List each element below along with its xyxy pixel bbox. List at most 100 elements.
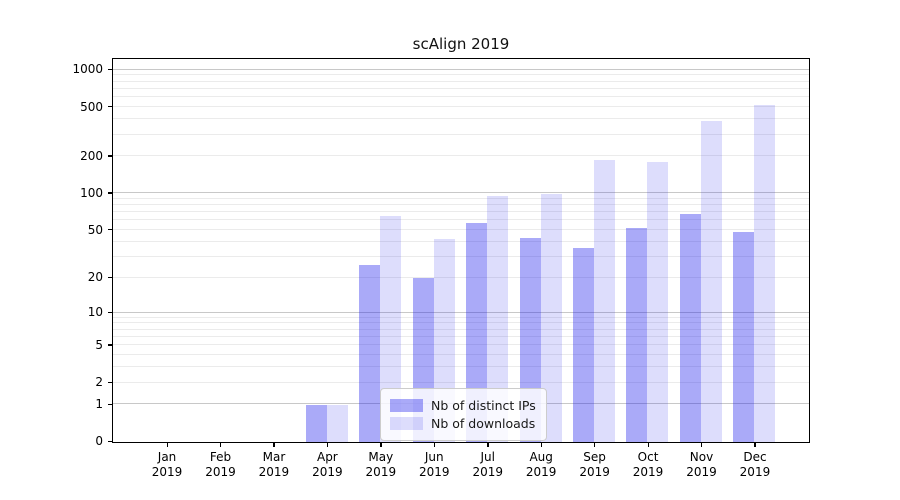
y-tick-mark — [107, 344, 112, 346]
x-tick-month: Jun — [424, 450, 444, 464]
x-tick-year: 2019 — [205, 465, 236, 479]
y-tick-label: 5 — [95, 337, 103, 352]
x-tick-month: Dec — [743, 450, 767, 464]
legend-swatch-downloads — [390, 417, 423, 430]
x-tick-label: Nov 2019 — [670, 450, 734, 480]
x-tick-label: Sep 2019 — [563, 450, 627, 480]
x-tick-month: Sep — [583, 450, 606, 464]
x-tick-year: 2019 — [258, 465, 290, 479]
x-tick-label: Oct 2019 — [616, 450, 680, 480]
minor-gridline — [113, 74, 809, 76]
plot-area: Nb of distinct IPs Nb of downloads — [112, 58, 810, 443]
y-tick-mark — [107, 155, 112, 157]
y-tick-label: 2 — [95, 375, 103, 390]
major-gridline — [113, 68, 809, 70]
minor-gridline — [113, 328, 809, 330]
minor-gridline — [113, 366, 809, 368]
x-tick-year: 2019 — [579, 465, 610, 479]
x-tick-month: Mar — [262, 450, 286, 464]
y-tick-mark — [107, 276, 112, 279]
bar-downloads — [540, 193, 562, 442]
y-tick-label: 100 — [80, 185, 103, 200]
x-tick-month: Apr — [316, 450, 338, 464]
legend-row: Nb of distinct IPs — [390, 398, 536, 413]
x-tick-mark — [273, 443, 275, 447]
minor-gridline — [113, 344, 809, 346]
x-tick-label: Aug 2019 — [509, 450, 573, 480]
x-tick-year: 2019 — [739, 465, 771, 479]
bar-distinct-ips — [626, 228, 648, 442]
x-tick-year: 2019 — [365, 465, 397, 479]
x-tick-mark — [540, 443, 542, 447]
bar-distinct-ips — [573, 247, 594, 442]
y-tick-label: 1 — [95, 397, 103, 412]
bar-downloads — [380, 215, 402, 442]
x-tick-month: Jul — [480, 450, 495, 464]
minor-gridline — [113, 255, 809, 257]
legend-row: Nb of downloads — [390, 416, 536, 431]
major-gridline — [113, 192, 809, 194]
minor-gridline — [113, 197, 809, 199]
bar-distinct-ips — [359, 264, 381, 442]
minor-gridline — [113, 322, 809, 324]
bar-downloads — [326, 404, 348, 442]
minor-gridline — [113, 204, 809, 206]
minor-gridline — [113, 106, 809, 108]
x-tick-mark — [166, 443, 168, 447]
bar-distinct-ips — [305, 404, 327, 442]
bar-distinct-ips — [679, 214, 701, 442]
x-tick-year: 2019 — [472, 465, 503, 479]
x-tick-mark — [487, 443, 489, 447]
y-tick-label: 0 — [95, 434, 103, 449]
x-tick-label: Jan 2019 — [135, 450, 199, 480]
x-tick-year: 2019 — [632, 465, 664, 479]
minor-gridline — [113, 133, 809, 135]
minor-gridline — [113, 316, 809, 318]
minor-gridline — [113, 155, 809, 157]
x-tick-month: Aug — [529, 450, 553, 464]
y-tick-mark — [107, 381, 112, 384]
x-tick-label: Dec 2019 — [723, 450, 787, 480]
x-tick-mark — [380, 443, 382, 447]
y-tick-mark — [107, 440, 112, 443]
x-tick-year: 2019 — [418, 465, 450, 479]
minor-gridline — [113, 276, 809, 278]
x-tick-label: Mar 2019 — [242, 450, 306, 480]
x-tick-label: Jul 2019 — [456, 450, 520, 480]
bar-downloads — [647, 162, 669, 442]
y-tick-mark — [107, 106, 112, 108]
y-tick-label: 200 — [80, 148, 103, 163]
x-tick-label: Jun 2019 — [402, 450, 466, 480]
x-tick-mark — [594, 443, 596, 447]
minor-gridline — [113, 96, 809, 98]
x-tick-mark — [433, 443, 436, 447]
x-tick-mark — [219, 443, 222, 447]
y-tick-label: 500 — [80, 99, 103, 114]
minor-gridline — [113, 229, 809, 231]
x-tick-mark — [647, 443, 649, 447]
y-tick-mark — [107, 68, 112, 71]
chart-title: scAlign 2019 — [412, 35, 510, 53]
minor-gridline — [113, 240, 809, 242]
bar-downloads — [487, 196, 509, 442]
x-tick-month: Oct — [637, 450, 659, 464]
y-tick-mark — [107, 192, 112, 194]
y-tick-mark — [107, 229, 112, 231]
major-gridline — [113, 311, 809, 313]
y-tick-label: 20 — [87, 270, 103, 285]
bar-distinct-ips — [733, 232, 755, 442]
y-tick-label: 10 — [87, 305, 103, 320]
x-tick-month: Feb — [209, 450, 232, 464]
bar-downloads — [754, 105, 776, 442]
minor-gridline — [113, 87, 809, 89]
legend: Nb of distinct IPs Nb of downloads — [380, 388, 547, 441]
x-tick-year: 2019 — [686, 465, 717, 479]
y-tick-label: 1000 — [72, 62, 103, 77]
x-tick-label: Apr 2019 — [295, 450, 359, 480]
minor-gridline — [113, 211, 809, 213]
legend-label: Nb of downloads — [431, 416, 536, 431]
legend-swatch-distinct-ips — [390, 399, 423, 412]
x-tick-year: 2019 — [312, 465, 343, 479]
x-tick-label: Feb 2019 — [188, 450, 252, 480]
